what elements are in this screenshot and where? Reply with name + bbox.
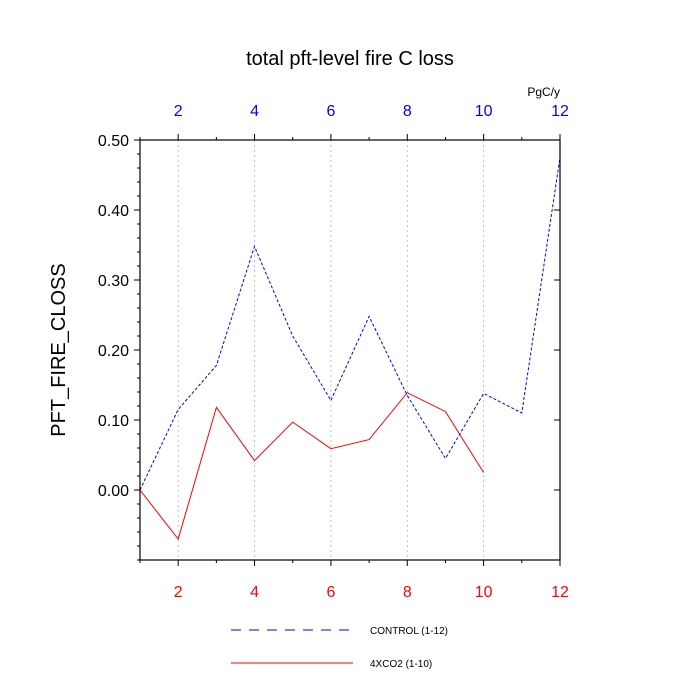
series-line-4xco2 (139, 392, 485, 541)
axes: 2 2 4 4 6 6 8 8 10 10 12 12 0.00 0.10 0.20 0.30 0.40 0.50 (98, 103, 569, 601)
y-tick-label: 0.40 (98, 203, 129, 220)
y-tick-label: 0.00 (98, 483, 129, 500)
x-tick-label-bottom: 10 (475, 584, 493, 601)
x-tick-label-top: 10 (475, 103, 493, 120)
x-tick-label-bottom: 4 (250, 584, 259, 601)
units-label: PgC/y (527, 85, 560, 99)
x-tick-label-bottom: 6 (326, 584, 335, 601)
gridlines (177, 140, 561, 560)
x-tick-label-top: 2 (174, 103, 183, 120)
y-tick-label: 0.20 (98, 343, 129, 360)
x-tick-label-bottom: 12 (551, 584, 569, 601)
series-line-control (139, 157, 561, 491)
x-tick-label-top: 4 (250, 103, 259, 120)
x-tick-label-top: 12 (551, 103, 569, 120)
legend: CONTROL (1-12) 4XCO2 (1-10) (231, 626, 448, 670)
series-layer (139, 157, 561, 541)
x-tick-label-bottom: 2 (174, 584, 183, 601)
y-tick-label: 0.10 (98, 413, 129, 430)
y-tick-label: 0.30 (98, 273, 129, 290)
legend-label: 4XCO2 (1-10) (370, 659, 432, 670)
x-tick-label-top: 8 (403, 103, 412, 120)
chart-title: total pft-level fire C loss (246, 48, 454, 70)
y-axis-label: PFT_FIRE_CLOSS (48, 263, 70, 436)
y-tick-label: 0.50 (98, 133, 129, 150)
x-tick-label-bottom: 8 (403, 584, 412, 601)
legend-label: CONTROL (1-12) (370, 626, 448, 637)
x-tick-label-top: 6 (326, 103, 335, 120)
plot-frame (139, 139, 561, 561)
